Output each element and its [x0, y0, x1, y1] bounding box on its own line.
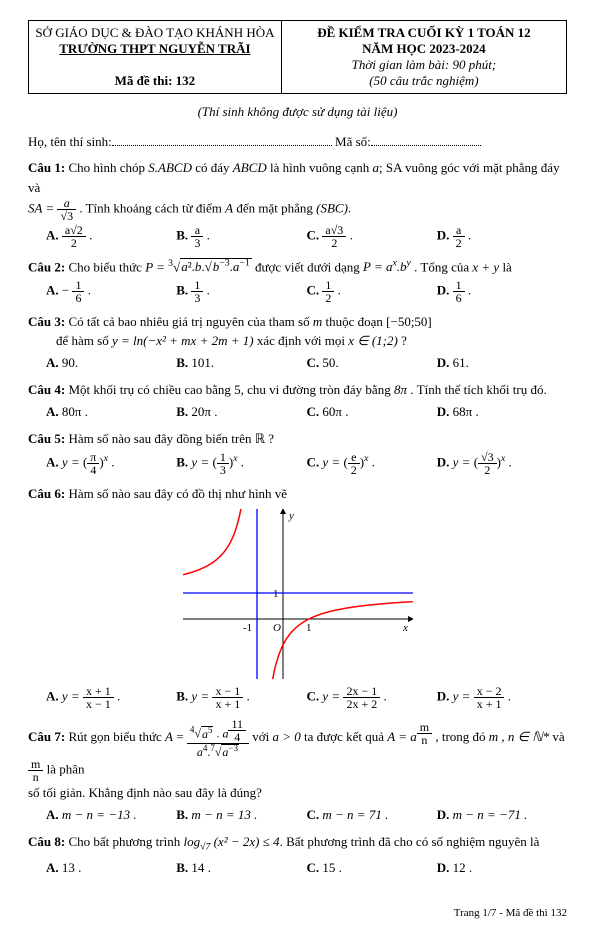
note: (Thí sinh không được sử dụng tài liệu)	[28, 104, 567, 120]
dept: SỞ GIÁO DỤC & ĐÀO TẠO KHÁNH HÒA	[35, 25, 274, 40]
q1-options: A. a√22 . B. a3 . C. a√32 . D. a2 .	[46, 224, 567, 249]
q6-opt-c[interactable]: C. y = 2x − 12x + 2 .	[307, 685, 437, 710]
q8-opt-a[interactable]: A. 13 .	[46, 858, 176, 878]
question-5: Câu 5: Hàm số nào sau đây đồng biến trên…	[28, 429, 567, 476]
svg-text:x: x	[402, 622, 408, 634]
q8-options: A. 13 . B. 14 . C. 15 . D. 12 .	[46, 858, 567, 878]
q6-graph: x y O 1 -1 1	[183, 509, 413, 679]
q5-opt-c[interactable]: C. y = (e2)x .	[307, 451, 437, 476]
q3-opt-c[interactable]: C. 50.	[307, 353, 437, 373]
q8-opt-c[interactable]: C. 15 .	[307, 858, 437, 878]
question-7: Câu 7: Rút gọn biểu thức A = 4√a5 . a114…	[28, 718, 567, 824]
school: TRƯỜNG THPT NGUYỄN TRÃI	[59, 41, 250, 56]
q6-opt-d[interactable]: D. y = x − 2x + 1 .	[437, 685, 567, 710]
q3-options: A. 90. B. 101. C. 50. D. 61.	[46, 353, 567, 373]
svg-text:O: O	[273, 622, 281, 634]
exam-count: (50 câu trắc nghiệm)	[369, 73, 478, 88]
exam-duration: Thời gian làm bài: 90 phút;	[352, 57, 497, 72]
q2-opt-d[interactable]: D. 16 .	[437, 279, 567, 304]
question-4: Câu 4: Một khối trụ có chiều cao bằng 5,…	[28, 380, 567, 421]
q3-opt-b[interactable]: B. 101.	[176, 353, 306, 373]
q2-options: A. − 16 . B. 13 . C. 12 . D. 16 .	[46, 279, 567, 304]
question-2: Câu 2: Cho biểu thức P = 3√a².b.√b−3.a−1…	[28, 257, 567, 304]
q1-opt-a[interactable]: A. a√22 .	[46, 224, 176, 249]
q4-opt-d[interactable]: D. 68π .	[437, 402, 567, 422]
student-line: Họ, tên thí sinh: Mã số:	[28, 134, 567, 150]
q1-opt-d[interactable]: D. a2 .	[437, 224, 567, 249]
q1-opt-b[interactable]: B. a3 .	[176, 224, 306, 249]
q7-options: A. m − n = −13 . B. m − n = 13 . C. m − …	[46, 805, 567, 825]
q2-opt-c[interactable]: C. 12 .	[307, 279, 437, 304]
q8-opt-d[interactable]: D. 12 .	[437, 858, 567, 878]
question-3: Câu 3: Có tất cả bao nhiêu giá trị nguyê…	[28, 312, 567, 373]
q5-opt-d[interactable]: D. y = (√32)x .	[437, 451, 567, 476]
q5-opt-b[interactable]: B. y = (13)x .	[176, 451, 306, 476]
q7-opt-b[interactable]: B. m − n = 13 .	[176, 805, 306, 825]
svg-text:1: 1	[306, 622, 312, 634]
q6-options: A. y = x + 1x − 1 . B. y = x − 1x + 1 . …	[46, 685, 567, 710]
q2-opt-a[interactable]: A. − 16 .	[46, 279, 176, 304]
header-table: SỞ GIÁO DỤC & ĐÀO TẠO KHÁNH HÒA TRƯỜNG T…	[28, 20, 567, 94]
exam-code: Mã đề thi: 132	[115, 73, 196, 88]
q4-opt-b[interactable]: B. 20π .	[176, 402, 306, 422]
q7-opt-c[interactable]: C. m − n = 71 .	[307, 805, 437, 825]
q3-opt-a[interactable]: A. 90.	[46, 353, 176, 373]
q4-opt-a[interactable]: A. 80π .	[46, 402, 176, 422]
page-footer: Trang 1/7 - Mã đề thi 132	[28, 907, 567, 919]
q8-opt-b[interactable]: B. 14 .	[176, 858, 306, 878]
question-6: Câu 6: Hàm số nào sau đây có đồ thị như …	[28, 484, 567, 711]
q4-options: A. 80π . B. 20π . C. 60π . D. 68π .	[46, 402, 567, 422]
q1-opt-c[interactable]: C. a√32 .	[307, 224, 437, 249]
svg-text:1: 1	[273, 588, 279, 600]
exam-year: NĂM HỌC 2023-2024	[362, 41, 486, 56]
q3-opt-d[interactable]: D. 61.	[437, 353, 567, 373]
q2-opt-b[interactable]: B. 13 .	[176, 279, 306, 304]
q7-opt-a[interactable]: A. m − n = −13 .	[46, 805, 176, 825]
question-8: Câu 8: Cho bất phương trình log√7 (x² − …	[28, 832, 567, 877]
question-1: Câu 1: Cho hình chóp S.ABCD có đáy ABCD …	[28, 158, 567, 249]
q6-opt-b[interactable]: B. y = x − 1x + 1 .	[176, 685, 306, 710]
q5-options: A. y = (π4)x . B. y = (13)x . C. y = (e2…	[46, 451, 567, 476]
exam-title: ĐỀ KIỂM TRA CUỐI KỲ 1 TOÁN 12	[317, 25, 530, 40]
svg-text:y: y	[288, 510, 294, 522]
q6-opt-a[interactable]: A. y = x + 1x − 1 .	[46, 685, 176, 710]
q5-opt-a[interactable]: A. y = (π4)x .	[46, 451, 176, 476]
q4-opt-c[interactable]: C. 60π .	[307, 402, 437, 422]
q7-opt-d[interactable]: D. m − n = −71 .	[437, 805, 567, 825]
svg-text:-1: -1	[243, 622, 252, 634]
